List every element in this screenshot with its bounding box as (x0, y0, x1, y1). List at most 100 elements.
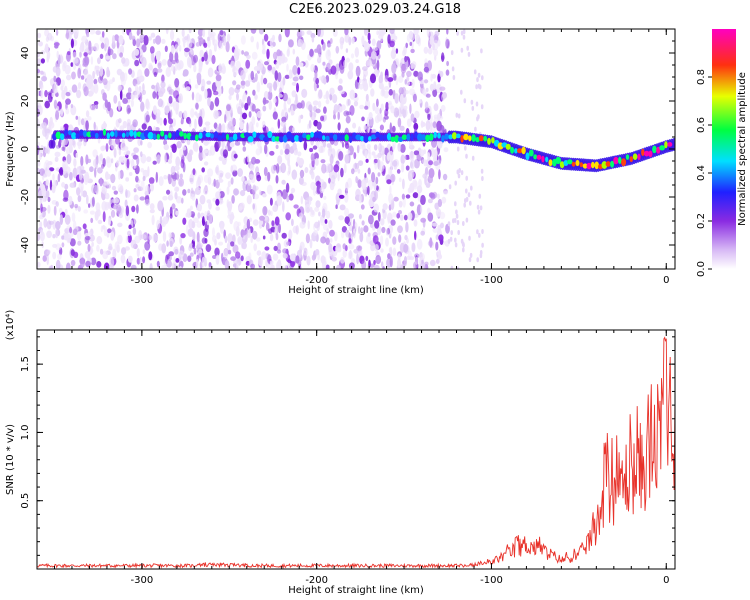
noise-cell (367, 185, 370, 196)
noise-cell (457, 113, 461, 119)
noise-cell (254, 94, 258, 100)
ridge-cell (456, 133, 461, 139)
noise-cell (437, 193, 440, 199)
noise-cell (190, 49, 194, 55)
noise-cell (205, 124, 210, 132)
noise-cell (473, 69, 477, 75)
noise-cell (310, 181, 316, 191)
ridge-cell (414, 131, 418, 139)
noise-cell (339, 64, 345, 74)
noise-cell (93, 121, 96, 130)
noise-cell (381, 261, 384, 268)
noise-cell (112, 77, 115, 83)
noise-cell (465, 153, 468, 159)
y-tick-label: 0.5 (20, 493, 31, 509)
noise-cell (258, 29, 264, 35)
ridge-cell (129, 129, 134, 137)
noise-cell (207, 36, 210, 42)
noise-cell (40, 88, 43, 99)
noise-cell (371, 172, 376, 183)
noise-cell (76, 230, 82, 241)
ridge-cell (605, 161, 611, 167)
ridge-cell (625, 154, 630, 160)
noise-cell (96, 244, 100, 252)
noise-cell (303, 140, 308, 151)
noise-cell (356, 245, 363, 251)
noise-cell (376, 40, 382, 51)
noise-cell (103, 262, 110, 269)
noise-cell (224, 260, 230, 269)
noise-cell (166, 260, 172, 268)
noise-cell (133, 48, 140, 56)
noise-cell (169, 213, 173, 219)
noise-cell (191, 221, 195, 229)
noise-cell (140, 140, 143, 146)
ridge-cell (637, 153, 641, 161)
noise-cell (370, 88, 375, 97)
noise-cell (410, 48, 415, 54)
noise-cell (373, 158, 378, 164)
noise-cell (179, 266, 182, 269)
noise-cell (84, 251, 91, 259)
noise-cell (87, 231, 92, 236)
noise-cell (280, 162, 287, 174)
ridge-cell (125, 131, 130, 138)
noise-cell (323, 195, 327, 200)
noise-cell (299, 241, 305, 250)
noise-cell (226, 112, 231, 121)
noise-cell (40, 70, 44, 75)
noise-cell (354, 47, 359, 58)
noise-cell (341, 141, 345, 148)
noise-cell (345, 48, 349, 53)
noise-cell (404, 234, 408, 241)
noise-cell (398, 234, 402, 243)
noise-cell (355, 59, 359, 64)
noise-cell (178, 93, 183, 104)
noise-cell (226, 201, 231, 209)
noise-cell (37, 58, 42, 66)
noise-cell (41, 122, 47, 129)
noise-cell (269, 197, 273, 206)
noise-cell (152, 160, 157, 165)
noise-cell (252, 89, 256, 96)
noise-cell (395, 76, 399, 86)
noise-cell (231, 164, 238, 172)
noise-cell (42, 255, 47, 262)
noise-cell (256, 41, 259, 50)
noise-cell (370, 73, 376, 84)
noise-cell (119, 70, 123, 77)
ridge-cell (582, 163, 588, 169)
noise-cell (96, 68, 99, 77)
noise-cell (313, 229, 318, 236)
ridge-cell (64, 129, 68, 136)
ridge-cell (468, 135, 472, 142)
noise-cell (139, 256, 142, 267)
noise-cell (423, 66, 429, 73)
noise-cell (225, 41, 230, 53)
noise-cell (175, 58, 179, 64)
noise-cell (61, 242, 65, 248)
noise-cell (298, 212, 304, 219)
noise-cell (83, 86, 89, 97)
noise-cell (113, 197, 120, 204)
noise-cell (280, 121, 287, 127)
noise-cell (439, 70, 444, 78)
noise-cell (89, 234, 95, 242)
noise-cell (97, 167, 103, 174)
noise-cell (419, 99, 422, 104)
noise-cell (189, 149, 193, 156)
noise-cell (81, 35, 88, 44)
noise-cell (250, 70, 255, 81)
noise-cell (340, 257, 345, 264)
noise-cell (431, 222, 438, 227)
noise-cell (279, 149, 284, 156)
noise-cell (253, 243, 257, 252)
noise-cell (121, 247, 127, 255)
ridge-cell (460, 135, 464, 143)
noise-cell (145, 114, 150, 123)
noise-cell (373, 154, 379, 159)
noise-cell (196, 221, 202, 228)
noise-cell (450, 265, 454, 269)
noise-cell (203, 42, 208, 48)
noise-cell (118, 156, 124, 163)
